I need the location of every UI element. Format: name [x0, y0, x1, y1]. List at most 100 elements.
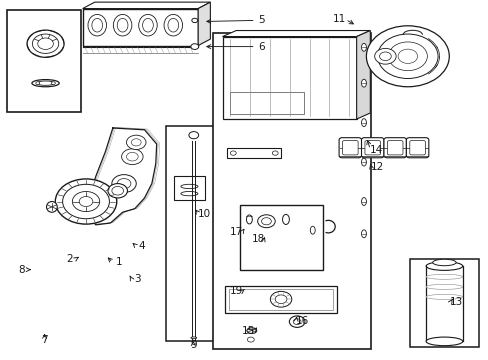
Circle shape	[122, 149, 143, 165]
Text: 4: 4	[139, 241, 145, 251]
Ellipse shape	[37, 81, 54, 85]
FancyBboxPatch shape	[361, 138, 383, 158]
Circle shape	[374, 48, 395, 64]
Circle shape	[72, 192, 100, 212]
Circle shape	[270, 291, 291, 307]
Polygon shape	[356, 31, 369, 119]
Ellipse shape	[246, 328, 256, 333]
FancyBboxPatch shape	[383, 138, 406, 158]
Text: 11: 11	[332, 14, 346, 24]
Text: 2: 2	[66, 254, 73, 264]
Text: 15: 15	[241, 325, 255, 336]
Circle shape	[112, 175, 136, 193]
Circle shape	[257, 215, 275, 228]
Bar	[212, 33, 370, 348]
Text: 10: 10	[198, 209, 211, 219]
Circle shape	[397, 49, 417, 63]
Text: 3: 3	[134, 274, 140, 284]
Ellipse shape	[142, 18, 153, 32]
FancyBboxPatch shape	[409, 140, 425, 155]
Polygon shape	[222, 31, 369, 37]
Ellipse shape	[361, 198, 366, 206]
Ellipse shape	[246, 215, 252, 224]
Bar	[229, 92, 303, 114]
Ellipse shape	[361, 119, 366, 127]
Text: 1: 1	[115, 257, 122, 267]
Circle shape	[293, 319, 301, 324]
Bar	[409, 259, 478, 347]
Text: 5: 5	[258, 15, 264, 26]
Ellipse shape	[32, 80, 59, 87]
Ellipse shape	[167, 18, 178, 32]
Circle shape	[36, 82, 40, 85]
Ellipse shape	[425, 262, 462, 270]
Circle shape	[379, 52, 390, 60]
Circle shape	[275, 295, 286, 303]
Ellipse shape	[310, 226, 315, 234]
Circle shape	[117, 179, 131, 189]
Ellipse shape	[88, 14, 106, 36]
Circle shape	[387, 42, 427, 71]
Bar	[6, 10, 81, 112]
Ellipse shape	[181, 192, 198, 196]
Text: 8: 8	[18, 265, 24, 275]
Circle shape	[55, 179, 117, 224]
Text: 13: 13	[449, 297, 462, 307]
Bar	[375, 45, 394, 68]
Ellipse shape	[181, 184, 198, 189]
Circle shape	[38, 38, 53, 49]
FancyBboxPatch shape	[386, 140, 402, 155]
Circle shape	[62, 184, 109, 219]
Polygon shape	[198, 2, 210, 45]
Circle shape	[289, 316, 305, 327]
Circle shape	[51, 82, 55, 85]
Text: 17: 17	[229, 227, 243, 237]
Ellipse shape	[425, 274, 462, 279]
Polygon shape	[82, 2, 210, 9]
Circle shape	[126, 152, 138, 161]
Circle shape	[32, 34, 59, 53]
Circle shape	[272, 151, 278, 155]
Ellipse shape	[361, 230, 366, 238]
Circle shape	[108, 184, 127, 198]
Circle shape	[261, 218, 271, 225]
Bar	[239, 205, 322, 270]
FancyBboxPatch shape	[406, 138, 428, 158]
Circle shape	[188, 132, 198, 139]
Bar	[227, 148, 281, 158]
Circle shape	[131, 139, 141, 146]
Text: 7: 7	[41, 334, 48, 345]
Bar	[228, 289, 332, 310]
Ellipse shape	[361, 79, 366, 87]
Text: 18: 18	[251, 234, 264, 244]
Bar	[173, 176, 205, 200]
Circle shape	[126, 135, 146, 149]
Ellipse shape	[425, 337, 462, 346]
Ellipse shape	[163, 14, 182, 36]
Ellipse shape	[425, 294, 462, 300]
Bar	[82, 9, 198, 45]
Circle shape	[112, 186, 123, 195]
Circle shape	[27, 30, 64, 57]
Text: 6: 6	[258, 42, 264, 51]
FancyBboxPatch shape	[342, 140, 357, 155]
Circle shape	[230, 151, 236, 155]
Ellipse shape	[361, 158, 366, 166]
Ellipse shape	[46, 202, 57, 212]
Text: 12: 12	[370, 162, 383, 172]
Circle shape	[190, 44, 198, 49]
Ellipse shape	[361, 43, 366, 51]
Bar	[224, 286, 336, 313]
Text: 19: 19	[229, 286, 243, 296]
Text: 9: 9	[190, 340, 196, 350]
Circle shape	[79, 197, 93, 207]
Text: 16: 16	[295, 316, 308, 325]
Circle shape	[377, 34, 437, 78]
Ellipse shape	[190, 337, 196, 339]
Ellipse shape	[425, 284, 462, 289]
Circle shape	[366, 26, 448, 87]
Circle shape	[191, 18, 197, 23]
Bar	[166, 126, 222, 341]
FancyBboxPatch shape	[338, 138, 361, 158]
Circle shape	[247, 337, 254, 342]
